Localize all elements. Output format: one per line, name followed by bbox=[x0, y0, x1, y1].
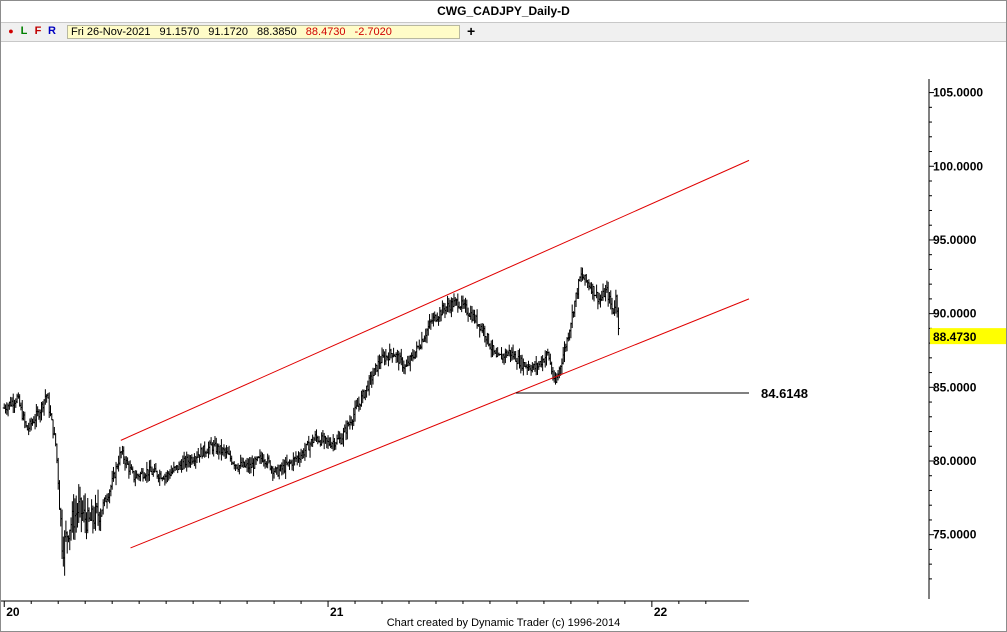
last-price-label: 88.4730 bbox=[933, 330, 977, 344]
time-tick-label: 21 bbox=[330, 605, 344, 619]
price-tick-label: 95.0000 bbox=[933, 233, 977, 247]
r-button[interactable]: R bbox=[48, 25, 56, 37]
window-title: CWG_CADJPY_Daily-D bbox=[1, 1, 1006, 23]
price-tick-label: 85.0000 bbox=[933, 380, 977, 394]
time-tick-label: 22 bbox=[654, 605, 668, 619]
price-bars bbox=[2, 267, 620, 576]
ohlc-date: Fri 26-Nov-2021 bbox=[71, 26, 151, 38]
channel-lines bbox=[120, 159, 750, 549]
f-button[interactable]: F bbox=[34, 25, 42, 37]
price-axis: 105.0000 100.0000 95.0000 90.0000 85.0000 80.… bbox=[928, 79, 1006, 599]
ohlc-high: 91.1720 bbox=[208, 26, 249, 38]
price-tick-label: 80.0000 bbox=[933, 454, 977, 468]
ohlc-readout: Fri 26-Nov-2021 91.1570 91.1720 88.3850 88.4… bbox=[67, 25, 460, 39]
support-level: 84.6148 bbox=[515, 386, 808, 401]
upper-channel-line bbox=[120, 159, 750, 441]
price-tick-label: 75.0000 bbox=[933, 528, 977, 542]
l-button[interactable]: L bbox=[20, 25, 28, 37]
time-axis: 20 21 22 bbox=[1, 600, 749, 619]
ohlc-open: 91.1570 bbox=[159, 26, 200, 38]
chart-credit: Chart created by Dynamic Trader (c) 1996… bbox=[386, 617, 621, 629]
support-level-label: 84.6148 bbox=[761, 386, 808, 401]
price-tick-label: 105.0000 bbox=[933, 86, 983, 100]
ohlc-change: -2.7020 bbox=[354, 26, 392, 38]
lower-channel-line bbox=[130, 298, 750, 549]
price-tick-label: 90.0000 bbox=[933, 307, 977, 321]
ohlc-close: 88.4730 bbox=[305, 26, 346, 38]
add-plus-button[interactable]: + bbox=[467, 23, 476, 39]
time-tick-label: 20 bbox=[6, 605, 20, 619]
toolbar: ● L F R Fri 26-Nov-2021 91.1570 91.1720 88.… bbox=[1, 23, 1006, 42]
ohlc-low: 88.3850 bbox=[257, 26, 297, 38]
last-price-label-bg bbox=[930, 328, 1006, 345]
record-dot-icon[interactable]: ● bbox=[8, 26, 14, 36]
price-tick-label: 100.0000 bbox=[933, 159, 983, 173]
